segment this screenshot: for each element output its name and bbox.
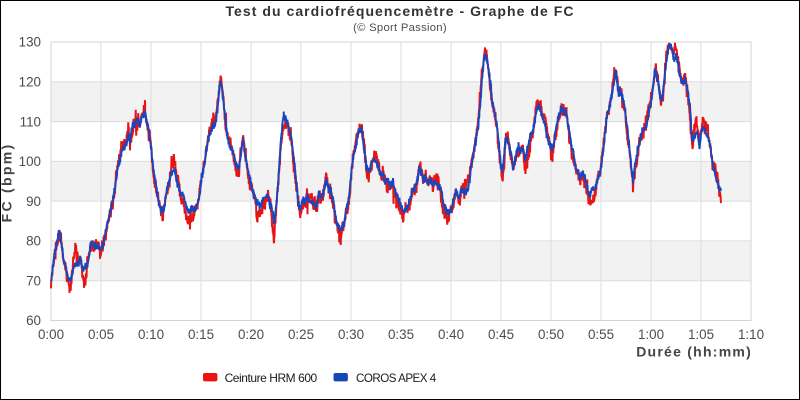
svg-text:0:05: 0:05 [88, 327, 114, 342]
svg-text:0:35: 0:35 [388, 327, 414, 342]
svg-text:1:05: 1:05 [688, 327, 714, 342]
svg-text:100: 100 [19, 154, 41, 169]
svg-text:0:20: 0:20 [238, 327, 264, 342]
svg-text:110: 110 [20, 114, 41, 129]
svg-text:(© Sport Passion): (© Sport Passion) [353, 22, 447, 34]
svg-text:Test du cardiofréquencemètre -: Test du cardiofréquencemètre - Graphe de… [225, 3, 574, 19]
svg-text:130: 130 [19, 35, 41, 50]
svg-text:80: 80 [26, 234, 41, 249]
svg-text:70: 70 [26, 273, 41, 288]
svg-text:0:55: 0:55 [588, 327, 614, 342]
svg-text:0:40: 0:40 [438, 327, 464, 342]
svg-text:120: 120 [19, 75, 41, 90]
svg-text:FC (bpm): FC (bpm) [0, 143, 15, 223]
svg-text:COROS APEX 4: COROS APEX 4 [356, 372, 437, 385]
svg-text:90: 90 [26, 194, 41, 209]
svg-text:Durée (hh:mm): Durée (hh:mm) [636, 344, 752, 360]
svg-text:0:15: 0:15 [188, 327, 214, 342]
svg-text:0:00: 0:00 [38, 327, 64, 342]
svg-text:0:30: 0:30 [338, 327, 364, 342]
svg-text:1:00: 1:00 [638, 327, 664, 342]
svg-text:0:10: 0:10 [138, 327, 164, 342]
svg-text:Ceinture HRM 600: Ceinture HRM 600 [225, 371, 318, 385]
svg-text:60: 60 [26, 313, 41, 328]
svg-text:1:10: 1:10 [738, 327, 764, 342]
svg-text:0:25: 0:25 [288, 327, 314, 342]
svg-text:0:45: 0:45 [488, 327, 514, 342]
svg-text:0:50: 0:50 [538, 327, 564, 342]
